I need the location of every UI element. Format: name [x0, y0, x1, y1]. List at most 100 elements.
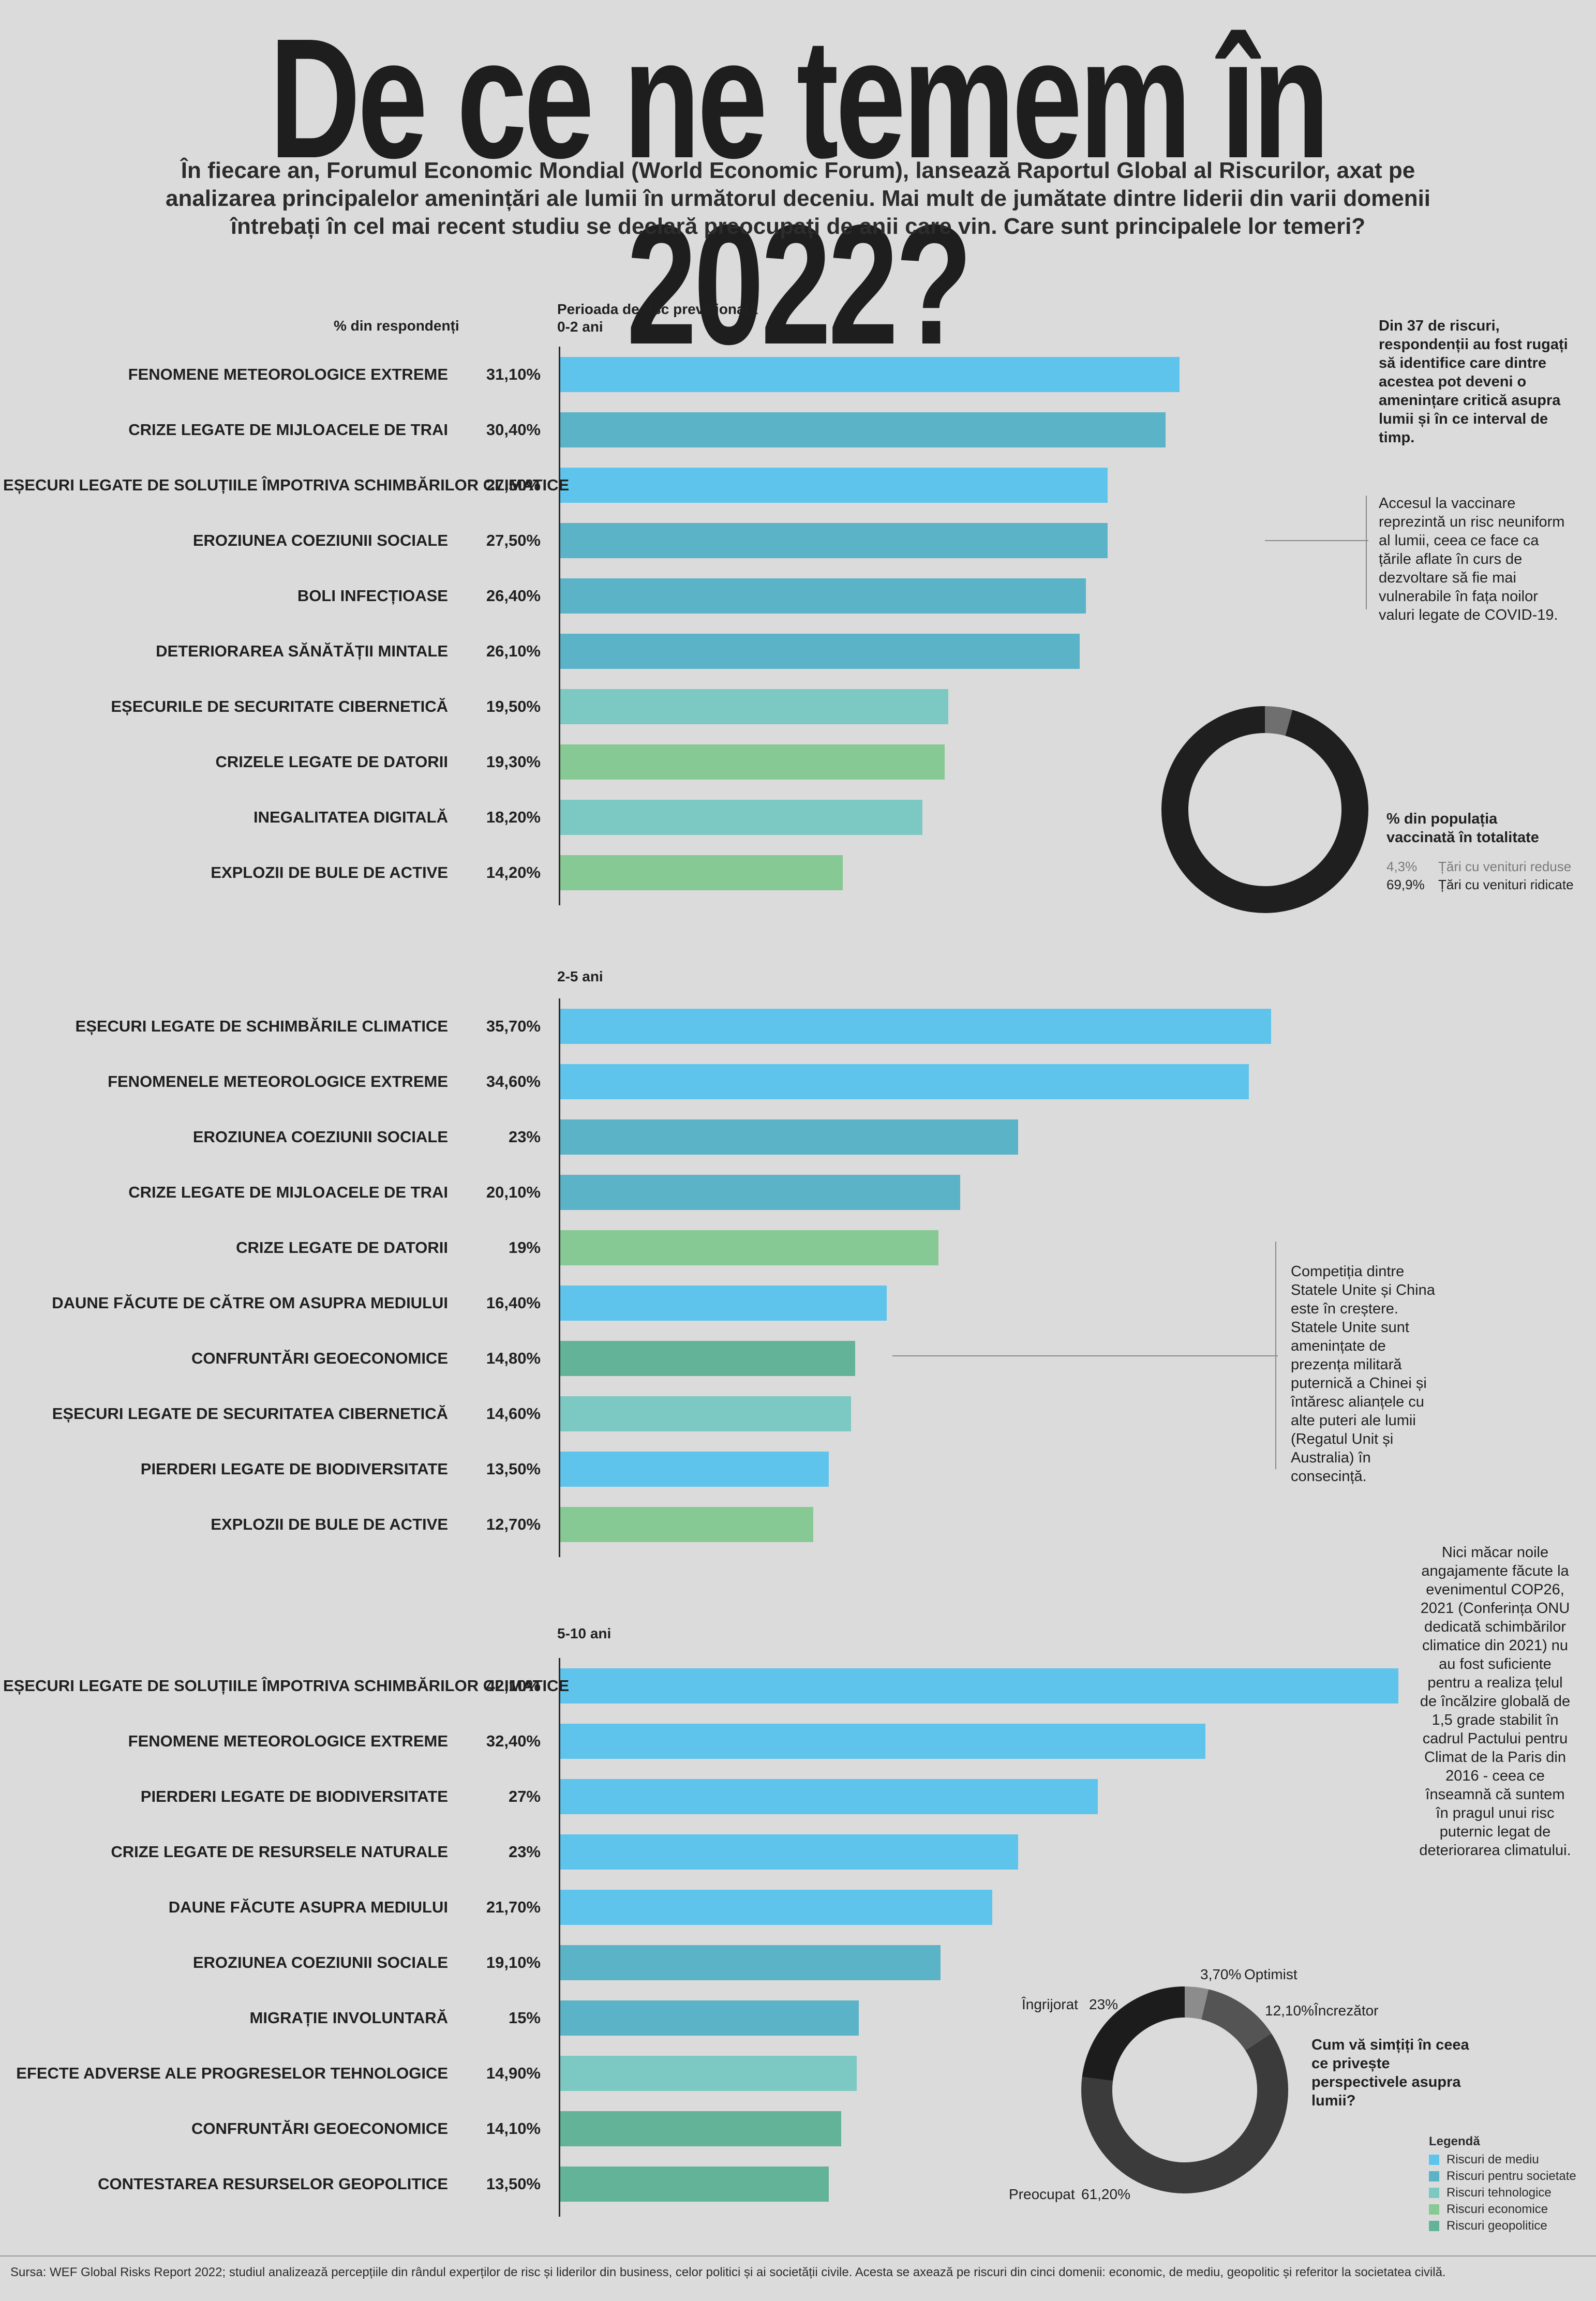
chart-bar [560, 1724, 1205, 1759]
chart-bar [560, 1119, 1018, 1155]
chart-bar [560, 2056, 857, 2091]
bar-category-label: PIERDERI LEGATE DE BIODIVERSITATE [140, 1787, 448, 1805]
bar-value-label: 19,50% [486, 697, 541, 715]
legend-item: Riscuri geopolitice [1429, 2218, 1547, 2234]
outlook-optimist-value: 3,70% [1200, 1966, 1242, 1982]
bar-category-label: CONFRUNTĂRI GEOECONOMICE [191, 2119, 448, 2138]
vaccine-donut-chart [1161, 706, 1368, 913]
bar-value-label: 23% [508, 1843, 541, 1861]
period-0-2-label: 0-2 ani [557, 319, 603, 335]
bar-category-label: CRIZE LEGATE DE MIJLOACELE DE TRAI [128, 421, 448, 439]
period-2-5-label: 2-5 ani [557, 968, 603, 984]
bar-value-label: 27,50% [486, 531, 541, 549]
note-methodology: Din 37 de riscuri, respondenții au fost … [1379, 318, 1568, 446]
bar-value-label: 27,50% [486, 476, 541, 494]
bar-category-label: CONTESTAREA RESURSELOR GEOPOLITICE [98, 2175, 448, 2193]
bar-value-label: 30,40% [486, 421, 541, 439]
outlook-confident-label: Încrezător [1314, 2003, 1379, 2019]
bar-category-label: DETERIORAREA SĂNĂTĂȚII MINTALE [156, 642, 448, 660]
outlook-concerned-label: Preocupat [1009, 2186, 1075, 2202]
legend-title: Legendă [1429, 2134, 1480, 2148]
chart-bar [560, 800, 922, 835]
chart-bar [560, 578, 1086, 614]
bar-category-label: FENOMENE METEOROLOGICE EXTREME [128, 365, 448, 383]
intro-text: În fiecare an, Forumul Economic Mondial … [165, 158, 1431, 239]
bar-value-label: 13,50% [486, 1460, 541, 1478]
donut-slice [1264, 706, 1293, 736]
note-geopolitics-leader [892, 1355, 1278, 1356]
legend-label: Riscuri tehnologice [1446, 2186, 1552, 2200]
bar-value-label: 19,10% [486, 1953, 541, 1971]
chart-bar [560, 523, 1108, 558]
chart-bar [560, 1668, 1398, 1704]
note-vaccine-rule [1366, 496, 1367, 609]
bar-value-label: 34,60% [486, 1072, 541, 1090]
legend-item: Riscuri economice [1429, 2202, 1548, 2217]
legend-label: Riscuri pentru societate [1446, 2169, 1576, 2183]
bar-category-label: BOLI INFECȚIOASE [297, 587, 448, 605]
chart-bar [560, 1064, 1249, 1099]
bar-value-label: 31,10% [486, 365, 541, 383]
outlook-worried-value: 23% [1089, 1996, 1118, 2012]
chart-bar [560, 1341, 855, 1376]
vaccine-high-value: 69,9% [1386, 877, 1425, 892]
bar-category-label: CONFRUNTĂRI GEOECONOMICE [191, 1349, 448, 1367]
bar-value-label: 23% [508, 1128, 541, 1146]
bar-value-label: 14,60% [486, 1404, 541, 1423]
bar-value-label: 26,10% [486, 642, 541, 660]
bar-value-label: 14,80% [486, 1349, 541, 1367]
chart-axis [559, 347, 560, 905]
chart-bar [560, 412, 1166, 447]
bar-category-label: FENOMENE METEOROLOGICE EXTREME [128, 1732, 448, 1750]
legend-swatch [1429, 2188, 1439, 2198]
bar-value-label: 14,10% [486, 2119, 541, 2138]
period-header: Perioada de risc previzionată [557, 301, 758, 317]
chart-bar [560, 1175, 960, 1210]
bar-category-label: EXPLOZII DE BULE DE ACTIVE [211, 1515, 448, 1533]
chart-bar [560, 357, 1180, 392]
bar-value-label: 15% [508, 2009, 541, 2027]
respondents-header: % din respondenți [334, 318, 459, 334]
legend-swatch [1429, 2171, 1439, 2182]
chart-bar [560, 855, 843, 890]
bar-category-label: CRIZE LEGATE DE DATORII [236, 1238, 448, 1257]
bar-category-label: FENOMENELE METEOROLOGICE EXTREME [108, 1072, 448, 1090]
chart-bar [560, 1396, 851, 1431]
bar-category-label: EȘECURILE DE SECURITATE CIBERNETICĂ [111, 697, 448, 715]
chart-bar [560, 1945, 941, 1980]
bar-value-label: 26,40% [486, 587, 541, 605]
donut-slice [1184, 1986, 1209, 2020]
donut-slice [1201, 1989, 1272, 2051]
outlook-donut-chart [1081, 1986, 1288, 2193]
note-climate: Nici măcar noile angajamente făcute la e… [1419, 1544, 1571, 1859]
outlook-concerned-value: 61,20% [1081, 2186, 1130, 2202]
note-vaccine-leader [1265, 540, 1368, 541]
donut-slice [1081, 2033, 1288, 2193]
bar-category-label: EȘECURI LEGATE DE SCHIMBĂRILE CLIMATICE [75, 1017, 448, 1035]
bar-value-label: 18,20% [486, 808, 541, 826]
page-title: De ce ne temem în 2022? [269, 3, 1330, 380]
donut-slice [1082, 1986, 1185, 2082]
chart-bar [560, 1890, 992, 1925]
bar-category-label: CRIZE LEGATE DE RESURSELE NATURALE [111, 1843, 448, 1861]
outlook-optimist-label: Optimist [1244, 1966, 1297, 1982]
note-geopolitics: Competiția dintre Statele Unite și China… [1291, 1263, 1435, 1485]
bar-category-label: EȘECURI LEGATE DE SECURITATEA CIBERNETIC… [52, 1404, 448, 1423]
bar-category-label: EROZIUNEA COEZIUNII SOCIALE [192, 1953, 448, 1971]
bar-category-label: EFECTE ADVERSE ALE PROGRESELOR TEHNOLOGI… [16, 2064, 448, 2082]
legend-item: Riscuri tehnologice [1429, 2185, 1552, 2201]
bar-category-label: MIGRAȚIE INVOLUNTARĂ [249, 2009, 448, 2027]
chart-bar [560, 689, 948, 724]
bar-value-label: 35,70% [486, 1017, 541, 1035]
bar-category-label: INEGALITATEA DIGITALĂ [253, 808, 448, 826]
outlook-worried-label: Îngrijorat [1022, 1996, 1078, 2012]
footer-divider [0, 2255, 1596, 2257]
bar-category-label: PIERDERI LEGATE DE BIODIVERSITATE [140, 1460, 448, 1478]
bar-value-label: 42,10% [486, 1677, 541, 1695]
bar-value-label: 12,70% [486, 1515, 541, 1533]
chart-bar [560, 2000, 859, 2036]
bar-value-label: 14,20% [486, 863, 541, 881]
chart-bar [560, 744, 945, 780]
vaccine-high-label: Țări cu venituri ridicate [1438, 877, 1574, 892]
chart-bar [560, 1230, 938, 1265]
